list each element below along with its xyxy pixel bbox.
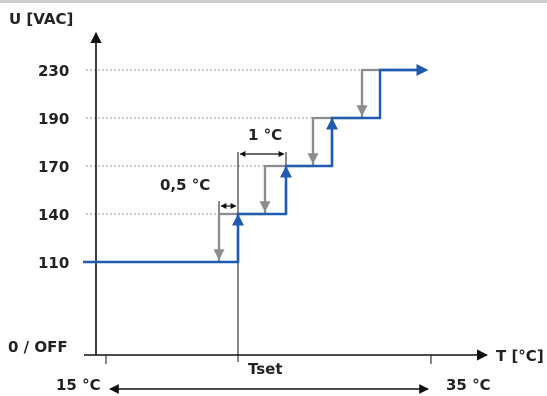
top-border [0,0,547,3]
y-zero-label: 0 / OFF [8,338,68,356]
range-min-label: 15 °C [56,376,101,394]
hysteresis-annotation: 0,5 °C [160,176,210,194]
rising-curve-line [83,68,422,264]
y-level-label-230: 230 [38,62,69,80]
rising-curve [83,64,429,264]
y-level-label-140: 140 [38,206,69,224]
set-point-label: Tset [248,360,283,378]
y-level-label-110: 110 [38,254,69,272]
step-annotation: 1 °C [248,126,282,144]
range-max-label: 35 °C [446,376,491,394]
level-guides [86,69,362,215]
labels: U [VAC] 230 190 170 140 110 0 / OFF 1 °C… [8,10,544,394]
y-level-label-170: 170 [38,158,69,176]
x-axis-label: T [°C] [496,347,544,365]
axes [84,31,489,364]
y-level-label-190: 190 [38,110,69,128]
y-axis-label: U [VAC] [9,10,73,28]
